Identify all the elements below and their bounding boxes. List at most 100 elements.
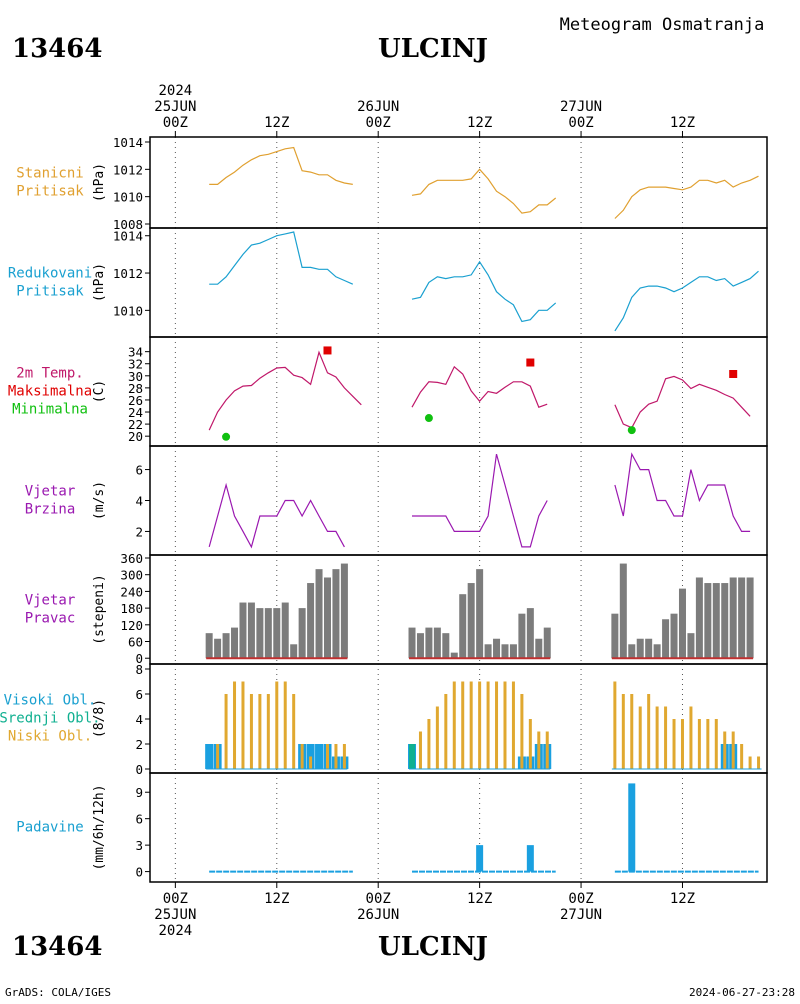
y-tick-label: 6 — [135, 687, 143, 702]
precip-bar — [526, 845, 534, 872]
direction-bar — [738, 577, 746, 659]
top-time-label: 00Z — [366, 115, 391, 131]
low-cloud-bar — [435, 706, 439, 769]
direction-bar — [332, 569, 340, 659]
y-tick-label: 1014 — [113, 229, 143, 244]
y-tick-label: 180 — [120, 601, 143, 616]
direction-bar — [408, 627, 416, 659]
direction-bar — [501, 644, 509, 659]
low-cloud-bar — [647, 694, 651, 769]
low-cloud-bar — [613, 681, 617, 769]
y-tick-label: 22 — [128, 417, 143, 432]
y-axis-unit: (mm/6h/12h) — [92, 784, 107, 870]
bottom-time-label: 00Z — [568, 891, 593, 907]
direction-bar — [712, 583, 720, 659]
y-tick-label: 4 — [135, 712, 143, 727]
series-line — [614, 270, 759, 332]
bottom-time-label: 25JUN — [154, 907, 196, 923]
direction-bar — [214, 638, 222, 659]
panel-frame — [149, 336, 768, 447]
series-line — [614, 452, 751, 532]
low-cloud-bar — [478, 681, 482, 769]
series-line — [411, 260, 557, 323]
direction-bar — [535, 638, 543, 659]
low-cloud-bar — [486, 681, 490, 769]
bottom-time-label: 12Z — [467, 891, 492, 907]
direction-bar — [247, 602, 255, 659]
y-tick-label: 26 — [128, 393, 143, 408]
bottom-time-label: 27JUN — [560, 907, 602, 923]
direction-bar — [416, 633, 424, 659]
middle-cloud-bar — [409, 744, 416, 769]
y-tick-label: 34 — [128, 345, 143, 360]
low-cloud-bar — [300, 744, 304, 769]
panel-frame — [149, 136, 768, 229]
top-time-label: 12Z — [264, 115, 289, 131]
direction-bar — [323, 577, 331, 659]
y-tick-label: 30 — [128, 369, 143, 384]
panel-label: Pritisak — [16, 284, 84, 300]
low-cloud-bar — [292, 694, 296, 769]
series-line — [411, 168, 557, 214]
direction-bar — [442, 633, 450, 659]
direction-bar — [290, 644, 298, 659]
panel-label: Brzina — [25, 502, 76, 518]
y-axis-unit: (C) — [92, 380, 107, 403]
station-name-top: ULCINJ — [378, 34, 488, 64]
low-cloud-bar — [427, 719, 431, 769]
low-cloud-bar — [334, 744, 338, 769]
y-tick-label: 0 — [135, 762, 143, 777]
y-axis-unit: (hPa) — [92, 263, 107, 302]
max-temp-marker — [323, 346, 332, 355]
y-tick-label: 1014 — [113, 135, 143, 150]
panel-label: 2m Temp. — [16, 366, 83, 382]
low-cloud-bar — [731, 731, 735, 769]
panel-label: Redukovani — [8, 266, 92, 282]
direction-bar — [264, 608, 272, 659]
panel-frame — [149, 227, 768, 338]
y-axis-unit: (m/s) — [92, 481, 107, 520]
y-tick-label: 24 — [128, 405, 143, 420]
low-cloud-bar — [672, 719, 676, 769]
low-cloud-bar — [275, 681, 279, 769]
direction-bar — [298, 608, 306, 659]
low-cloud-bar — [723, 731, 727, 769]
low-cloud-bar — [258, 694, 262, 769]
low-cloud-bar — [630, 694, 634, 769]
max-temp-marker — [526, 358, 535, 367]
series-line — [208, 482, 345, 549]
low-cloud-bar — [233, 681, 237, 769]
panel-label: Niski Obl. — [8, 729, 92, 745]
direction-bar — [425, 627, 433, 659]
low-cloud-bar — [740, 744, 744, 769]
y-tick-label: 4 — [135, 494, 143, 509]
low-cloud-bar — [528, 719, 532, 769]
y-tick-label: 2 — [135, 737, 143, 752]
y-tick-label: 2 — [135, 524, 143, 539]
direction-bar — [670, 613, 678, 659]
low-cloud-bar — [748, 756, 752, 769]
top-time-label: 26JUN — [357, 99, 399, 115]
series-line — [614, 375, 751, 429]
station-id-bottom: 13464 — [12, 932, 102, 962]
direction-bar — [231, 627, 239, 659]
low-cloud-bar — [461, 681, 465, 769]
direction-bar — [687, 633, 695, 659]
series-line — [209, 231, 354, 285]
direction-bar — [611, 613, 619, 659]
top-time-label: 27JUN — [560, 99, 602, 115]
direction-bar — [509, 644, 517, 659]
top-time-label: 12Z — [670, 115, 695, 131]
series-line — [411, 365, 548, 408]
bottom-time-label: 12Z — [670, 891, 695, 907]
max-temp-marker — [729, 369, 738, 378]
y-tick-label: 0 — [135, 865, 143, 880]
min-temp-marker — [222, 432, 231, 441]
bottom-time-label: 00Z — [366, 891, 391, 907]
low-cloud-bar — [503, 681, 507, 769]
top-time-label: 2024 — [158, 83, 192, 99]
panel-frame — [149, 772, 768, 883]
y-tick-label: 60 — [128, 635, 143, 650]
